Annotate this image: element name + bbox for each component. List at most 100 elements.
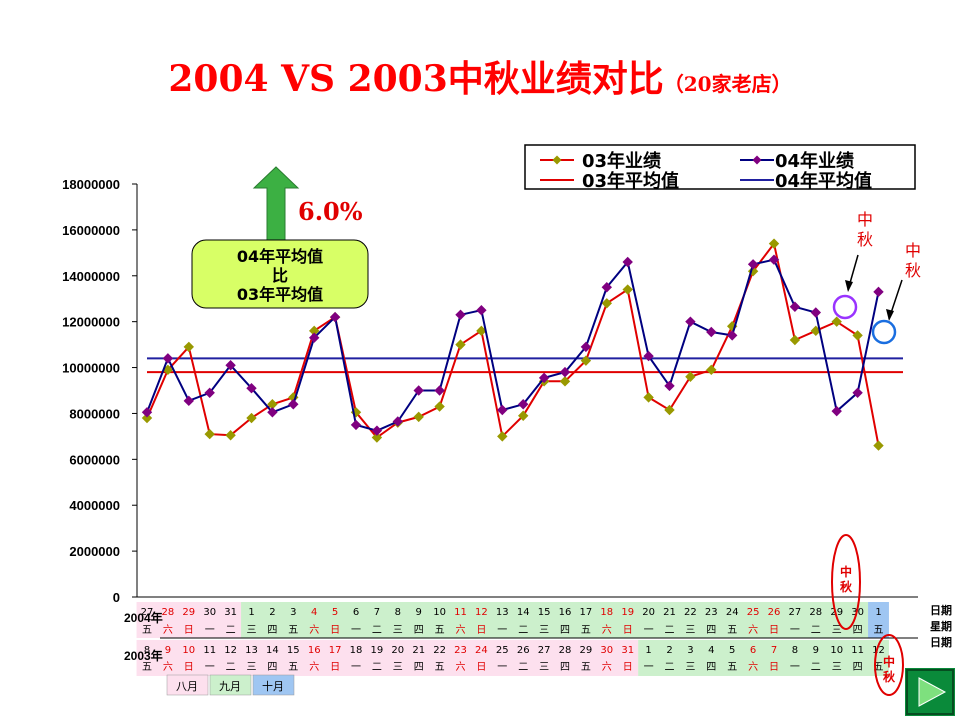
weekday-2004: 六 [456,624,466,636]
date-2003: 10 [830,645,843,656]
weekday-2004: 六 [748,624,758,636]
weekday-2004: 日 [623,625,633,636]
month-legend-swatch [166,674,209,696]
weekday-2004: 二 [811,625,821,636]
table-row-header: 日期 [930,635,952,649]
weekday-2004: 二 [665,625,675,636]
weekday-2003: 三 [393,662,403,673]
weekday-2004: 一 [497,625,507,636]
weekday-2004: 二 [372,625,382,636]
callout-line: 比 [272,266,288,285]
next-slide-button[interactable] [905,668,955,716]
series-line-2003 [146,241,880,446]
weekday-2003: 六 [456,661,466,673]
date-2003: 10 [182,645,195,656]
date-2003: 25 [496,645,509,656]
date-2003: 29 [580,645,593,656]
callout-line: 03年平均值 [237,285,323,304]
y-tick-label: 16000000 [62,223,120,238]
title-main: 2004 VS 2003中秋业绩对比 [168,58,664,100]
data-point-2003 [434,401,445,412]
weekday-2004: 一 [351,625,361,636]
data-point-2004 [580,341,592,353]
weekday-2003: 四 [560,662,570,673]
weekday-2003: 日 [184,662,194,673]
y-tick-label: 12000000 [62,315,120,330]
date-2004: 8 [395,607,401,618]
date-2003: 21 [412,645,425,656]
weekday-2003: 五 [581,662,591,673]
weekday-2003: 五 [727,662,737,673]
weekday-2003: 一 [497,662,507,673]
month-legend-label: 十月 [262,679,284,693]
weekday-2003: 六 [163,661,173,673]
weekday-2004: 日 [769,625,779,636]
date-2003: 3 [687,645,693,656]
date-2003: 9 [813,645,819,656]
title-subtitle: （20家老店） [663,72,792,96]
month-bg-sep-2004 [241,602,869,638]
data-point-2003 [852,330,863,341]
date-2004: 18 [600,607,613,618]
weekday-2003: 三 [247,662,257,673]
midautumn-mark-2003: 秋 [883,669,896,684]
weekday-2003: 六 [748,661,758,673]
date-2003: 11 [203,645,216,656]
row-label-2004: 2004年 [124,610,163,625]
weekday-2004: 六 [309,624,319,636]
weekday-2004: 四 [853,625,863,636]
y-tick-label: 2000000 [69,544,120,559]
date-2004: 13 [496,607,509,618]
data-point-2004 [288,399,299,410]
date-2004: 20 [642,607,655,618]
weekday-2004: 五 [581,625,591,636]
weekday-2004: 日 [476,625,486,636]
y-tick-label: 10000000 [62,361,120,376]
date-2003: 7 [771,645,777,656]
weekday-2004: 二 [226,625,236,636]
data-point-2003 [580,355,592,366]
month-bg-aug-2003 [136,640,639,676]
data-point-2004 [141,407,153,418]
data-point-2004 [643,350,654,362]
data-point-2003 [664,404,675,416]
date-2004: 10 [433,607,446,618]
weekday-2004: 五 [727,625,737,636]
data-point-2004 [601,282,613,293]
data-point-2004 [622,256,633,268]
month-bg-sep-2003 [638,640,889,676]
date-2003: 22 [433,645,446,656]
data-point-2003 [831,316,842,327]
arrowhead-2003 [886,309,894,321]
callout-line: 04年平均值 [237,247,323,266]
date-2003: 31 [621,645,634,656]
legend-2003-sales-marker [552,155,562,165]
date-2004: 3 [290,607,296,618]
date-2004: 25 [747,607,760,618]
date-2004: 29 [182,607,195,618]
data-point-2004 [664,380,675,392]
weekday-2003: 二 [518,662,528,673]
weekday-2003: 一 [205,662,215,673]
data-point-2004 [204,387,215,399]
weekday-2004: 日 [184,625,194,636]
weekday-2004: 四 [560,625,570,636]
month-bg-oct-2004 [868,602,889,638]
data-point-2004 [350,419,362,431]
weekday-2003: 一 [644,662,654,673]
data-point-2004 [726,330,738,341]
data-point-2003 [559,376,571,387]
date-2003: 11 [851,645,864,656]
month-legend-label: 八月 [176,680,198,693]
date-2004: 26 [768,607,781,618]
data-point-2004 [685,316,696,327]
data-point-2004 [538,372,550,384]
midautumn-mark-2004: 中 [840,564,852,579]
month-legend-label: 九月 [219,680,241,693]
weekday-2004: 五 [288,625,298,636]
data-point-2004 [873,286,884,298]
data-point-2003 [517,410,529,421]
date-2004: 21 [663,607,676,618]
date-2003: 5 [729,645,735,656]
